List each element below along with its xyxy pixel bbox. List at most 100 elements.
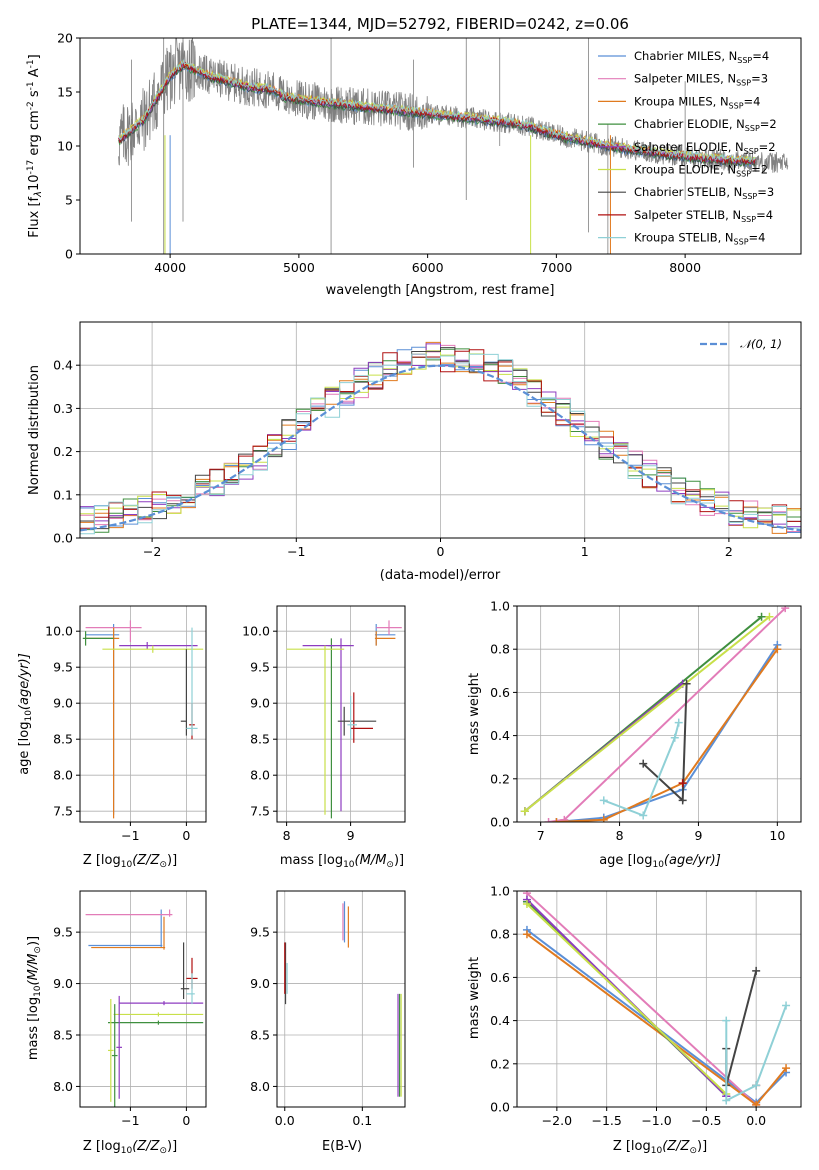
weight-marker-krou_stel [752, 1081, 761, 1090]
weight-marker-krou_stel [722, 1096, 731, 1105]
legend-entry-name: Kroupa STELIB, N [634, 231, 734, 245]
legend-entry-val: =4 [752, 49, 769, 63]
x-tick-label: 0 [437, 544, 445, 559]
weight-marker-salp_miles [560, 815, 569, 822]
legend-entry-val: =4 [749, 231, 766, 245]
y-tick-label: 15 [57, 85, 73, 100]
residual-panel: −2 −1 0 1 2 0.0 0.1 0.2 0.3 0.4 𝒩(0, 1) (data-mode… [27, 321, 802, 583]
wZ-ylabel: mass weight [467, 957, 482, 1039]
x-tick-label: 4000 [154, 260, 186, 275]
legend-entry-sub: SSP [742, 192, 757, 201]
weight-marker-krou_miles [773, 645, 782, 654]
wAge-xlabel-a: age [log [599, 853, 652, 868]
y-tick-label: 10.0 [45, 624, 73, 639]
axes-frame [79, 605, 207, 823]
legend-entry-val: =4 [756, 208, 773, 222]
weight-marker-chab_stel [752, 966, 761, 975]
wAge-xlabel-b: (age/yr)] [664, 853, 721, 868]
legend-entry-sub: SSP [737, 56, 752, 65]
histogram-steps [80, 341, 801, 535]
legend-entry-sub: SSP [736, 170, 751, 179]
mass-vs-ebv-panel: 0.0 0.1 8.0 8.5 9.0 9.5 [250, 890, 406, 1128]
legend-entry-sub: SSP [736, 79, 751, 88]
y-tick-label: 10 [57, 139, 73, 154]
y-tick-label: 7.5 [250, 804, 270, 819]
legend-entry-sub: SSP [741, 215, 756, 224]
y-tick-label: 8.5 [53, 1028, 73, 1043]
spectrum-xlabel: wavelength [Angstrom, rest frame] [326, 283, 555, 298]
model-spectrum-krou_stel [118, 58, 756, 163]
y-tick-label: 10.0 [242, 624, 270, 639]
legend-entry-val: =3 [757, 185, 774, 199]
spectrum-ylabel: Flux [fλ10-17 erg cm-2 s-1 A-1] [26, 54, 44, 237]
legend-entry-salp_elod: Salpeter ELODIE, NSSP=2 [634, 140, 776, 156]
massZ-ylabel-a: mass [log [26, 997, 41, 1060]
x-tick-label: 7000 [540, 260, 572, 275]
wAge-ylabel: mass weight [467, 673, 482, 755]
x-tick-label: −1.0 [641, 1113, 671, 1128]
spectrum-ylabel-close: ] [27, 54, 42, 59]
weight-marker-krou_stel [599, 796, 608, 805]
histogram-chab_stel [80, 347, 801, 530]
y-tick-label: 1.0 [490, 599, 510, 614]
axes-frame [276, 890, 406, 1108]
x-tick-label: 8 [283, 828, 291, 843]
legend-entry-chab_stel: Chabrier STELIB, NSSP=3 [634, 185, 774, 201]
ageZ-xlabel: Z [log10(Z/Z⊙)] [83, 853, 177, 870]
legend-entry-name: Kroupa MILES, N [634, 94, 729, 108]
massZ-xlabel-c: )] [167, 1139, 177, 1154]
y-tick-label: 1.0 [490, 884, 510, 899]
ageZ-ylabel-b: (age/yr)] [17, 653, 32, 710]
model-spectrum-salp_stel [118, 60, 756, 165]
spectrum-ylabel-s: s [27, 90, 42, 101]
y-tick-label: 0.8 [490, 642, 510, 657]
axes-frame [516, 890, 802, 1108]
massZ-xlabel: Z [log10(Z/Z⊙)] [83, 1139, 177, 1156]
spectrum-title: PLATE=1344, MJD=52792, FIBERID=0242, z=0… [251, 15, 629, 33]
spectrum-ylabel-exp3: -1 [26, 81, 36, 90]
residual-plot-area: −2 −1 0 1 2 0.0 0.1 0.2 0.3 0.4 𝒩(0, 1) [53, 321, 802, 559]
spectrum-panel: PLATE=1344, MJD=52792, FIBERID=0242, z=0… [26, 15, 802, 298]
y-tick-label: 0.8 [490, 927, 510, 942]
legend-entry-name: Chabrier ELODIE, N [634, 117, 745, 131]
x-tick-label: −1 [287, 544, 305, 559]
ageM-xlabel-c: )] [394, 853, 404, 868]
weight-marker-krou_miles [599, 815, 608, 822]
x-tick-label: −1 [121, 1113, 139, 1128]
x-tick-label: 0 [182, 1113, 190, 1128]
massZ-ylabel-c: )] [26, 936, 41, 946]
weight-marker-krou_miles [782, 1064, 791, 1073]
histogram-krou_stel [80, 353, 801, 535]
y-tick-label: 8.0 [53, 1079, 73, 1094]
y-tick-label: 0.3 [53, 401, 73, 416]
spectrum-ylabel-end: A [27, 68, 42, 81]
weight-marker-krou_stel [639, 811, 648, 820]
massE-xlabel: E(B-V) [322, 1139, 362, 1154]
legend-entry-val: =2 [751, 163, 768, 177]
x-tick-label: 0.0 [275, 1113, 295, 1128]
x-tick-label: −2 [143, 544, 161, 559]
massZ-xlabel-sub: 10 [121, 1146, 133, 1156]
legend-entry-salp_stel: Salpeter STELIB, NSSP=4 [634, 208, 773, 224]
weight-marker-krou_elod [522, 899, 531, 908]
y-tick-label: 9.0 [53, 976, 73, 991]
wZ-xlabel-a: Z [log [613, 1139, 651, 1154]
y-tick-label: 9.0 [250, 696, 270, 711]
x-tick-label: 8 [616, 828, 624, 843]
weight-marker-chab_elod [757, 612, 766, 621]
y-tick-label: 0.4 [490, 1013, 510, 1028]
y-tick-label: 8.5 [53, 732, 73, 747]
legend-entry-chab_elod: Chabrier ELODIE, NSSP=2 [634, 117, 777, 133]
legend-entry-sub: SSP [734, 238, 749, 247]
errorbars [286, 620, 402, 819]
wAge-xlabel-sub: 10 [652, 860, 664, 870]
y-tick-label: 0.4 [53, 358, 73, 373]
weight-marker-salp_miles [781, 606, 790, 613]
weight-marker-krou_miles [522, 930, 531, 939]
spectrum-ylabel-part: Flux [f [27, 196, 42, 237]
y-tick-label: 5 [65, 193, 73, 208]
spectrum-ylabel-mid: erg cm [27, 110, 42, 159]
weight-line-krou_elod [524, 616, 771, 812]
